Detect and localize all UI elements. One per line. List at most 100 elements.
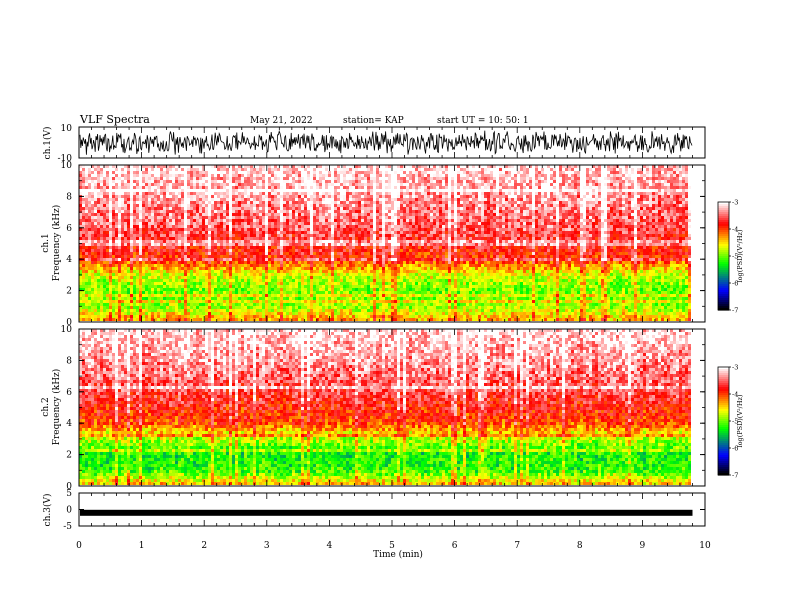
spectrogram-cell [484,192,487,195]
spectrogram-cell [226,216,229,219]
spectrogram-cell [205,180,208,183]
spectrogram-cell [130,231,133,234]
spectrogram-cell [601,228,604,231]
spectrogram-cell [454,165,457,168]
spectrogram-cell [433,165,436,168]
spectrogram-cell [256,210,259,213]
spectrogram-cell [343,216,346,219]
spectrogram-cell [289,165,292,168]
spectrogram-cell [589,186,592,189]
spectrogram-cell [631,207,634,210]
spectrogram-cell [493,219,496,222]
spectrogram-cell [355,231,358,234]
spectrogram-cell [496,192,499,195]
spectrogram-cell [544,195,547,198]
spectrogram-cell [199,201,202,204]
spectrogram-cell [205,195,208,198]
spectrogram-cell [340,195,343,198]
spectrogram-cell [307,171,310,174]
spectrogram-cell [568,201,571,204]
spectrogram-cell [370,183,373,186]
spectrogram-cell [388,174,391,177]
spectrogram-cell [160,183,163,186]
spectrogram-cell [184,225,187,228]
spectrogram-cell [214,225,217,228]
spectrogram-cell [106,171,109,174]
spectrogram-cell [181,186,184,189]
spectrogram-cell [85,234,88,237]
spectrogram-cell [199,228,202,231]
spectrogram-cell [295,201,298,204]
spectrogram-cell [433,189,436,192]
ch1-spectrogram-image [79,165,705,322]
spectrogram-cell [529,165,532,168]
spectrogram-cell [226,171,229,174]
spectrogram-cell [403,222,406,225]
spectrogram-cell [397,204,400,207]
spectrogram-cell [619,192,622,195]
spectrogram-cell [415,177,418,180]
spectrogram-cell [628,180,631,183]
spectrogram-cell [238,216,241,219]
spectrogram-cell [262,216,265,219]
spectrogram-cell [133,225,136,228]
spectrogram-cell [415,210,418,213]
spectrogram-cell [433,225,436,228]
spectrogram-cell [247,168,250,171]
spectrogram-cell [295,219,298,222]
spectrogram-cell [526,225,529,228]
spectrogram-cell [316,234,319,237]
spectrogram-cell [403,207,406,210]
spectrogram-cell [634,231,637,234]
spectrogram-cell [640,186,643,189]
spectrogram-cell [250,219,253,222]
spectrogram-cell [559,201,562,204]
spectrogram-cell [544,231,547,234]
spectrogram-cell [682,168,685,171]
spectrogram-cell [301,228,304,231]
spectrogram-cell [124,186,127,189]
spectrogram-cell [223,231,226,234]
spectrogram-cell [493,198,496,201]
spectrogram-cell [538,222,541,225]
spectrogram-cell [598,201,601,204]
spectrogram-cell [454,228,457,231]
spectrogram-cell [247,234,250,237]
spectrogram-cell [223,177,226,180]
spectrogram-cell [391,216,394,219]
spectrogram-cell [418,165,421,168]
spectrogram-cell [334,201,337,204]
spectrogram-cell [220,195,223,198]
spectrogram-cell [97,174,100,177]
spectrogram-cell [667,231,670,234]
spectrogram-cell [358,198,361,201]
spectrogram-cell [382,213,385,216]
spectrogram-cell [205,231,208,234]
spectrogram-cell [196,201,199,204]
spectrogram-cell [187,171,190,174]
spectrogram-cell [247,174,250,177]
spectrogram-cell [115,219,118,222]
spectrogram-cell [385,174,388,177]
spectrogram-cell [343,174,346,177]
spectrogram-cell [298,210,301,213]
spectrogram-cell [148,228,151,231]
spectrogram-cell [559,168,562,171]
spectrogram-cell [181,231,184,234]
spectrogram-cell [316,177,319,180]
spectrogram-cell [202,204,205,207]
spectrogram-cell [361,180,364,183]
spectrogram-cell [148,195,151,198]
spectrogram-cell [82,207,85,210]
spectrogram-cell [262,225,265,228]
spectrogram-cell [382,195,385,198]
spectrogram-cell [334,204,337,207]
spectrogram-cell [451,183,454,186]
spectrogram-cell [622,189,625,192]
spectrogram-cell [325,234,328,237]
spectrogram-cell [505,171,508,174]
spectrogram-cell [256,168,259,171]
spectrogram-cell [475,204,478,207]
spectrogram-cell [475,213,478,216]
spectrogram-cell [103,177,106,180]
